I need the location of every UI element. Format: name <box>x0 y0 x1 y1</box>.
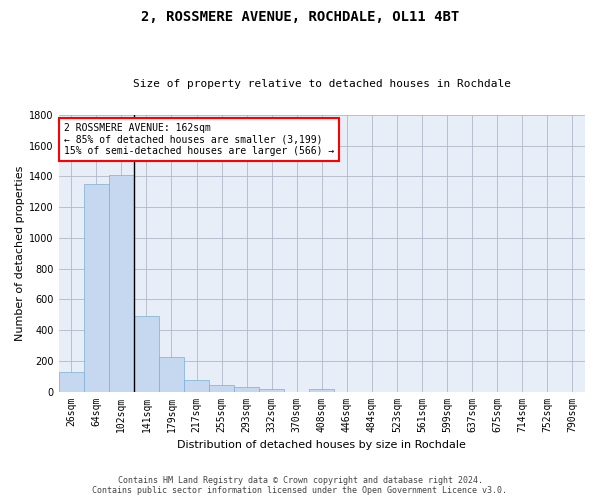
Bar <box>134 316 159 392</box>
X-axis label: Distribution of detached houses by size in Rochdale: Distribution of detached houses by size … <box>178 440 466 450</box>
Bar <box>234 388 259 392</box>
Bar <box>209 384 234 392</box>
Text: 2 ROSSMERE AVENUE: 162sqm
← 85% of detached houses are smaller (3,199)
15% of se: 2 ROSSMERE AVENUE: 162sqm ← 85% of detac… <box>64 123 334 156</box>
Text: 2, ROSSMERE AVENUE, ROCHDALE, OL11 4BT: 2, ROSSMERE AVENUE, ROCHDALE, OL11 4BT <box>141 10 459 24</box>
Bar <box>84 184 109 392</box>
Bar <box>109 174 134 392</box>
Bar <box>184 380 209 392</box>
Bar <box>59 372 84 392</box>
Bar <box>259 389 284 392</box>
Bar <box>159 357 184 392</box>
Y-axis label: Number of detached properties: Number of detached properties <box>15 166 25 341</box>
Title: Size of property relative to detached houses in Rochdale: Size of property relative to detached ho… <box>133 79 511 89</box>
Text: Contains HM Land Registry data © Crown copyright and database right 2024.
Contai: Contains HM Land Registry data © Crown c… <box>92 476 508 495</box>
Bar <box>309 389 334 392</box>
